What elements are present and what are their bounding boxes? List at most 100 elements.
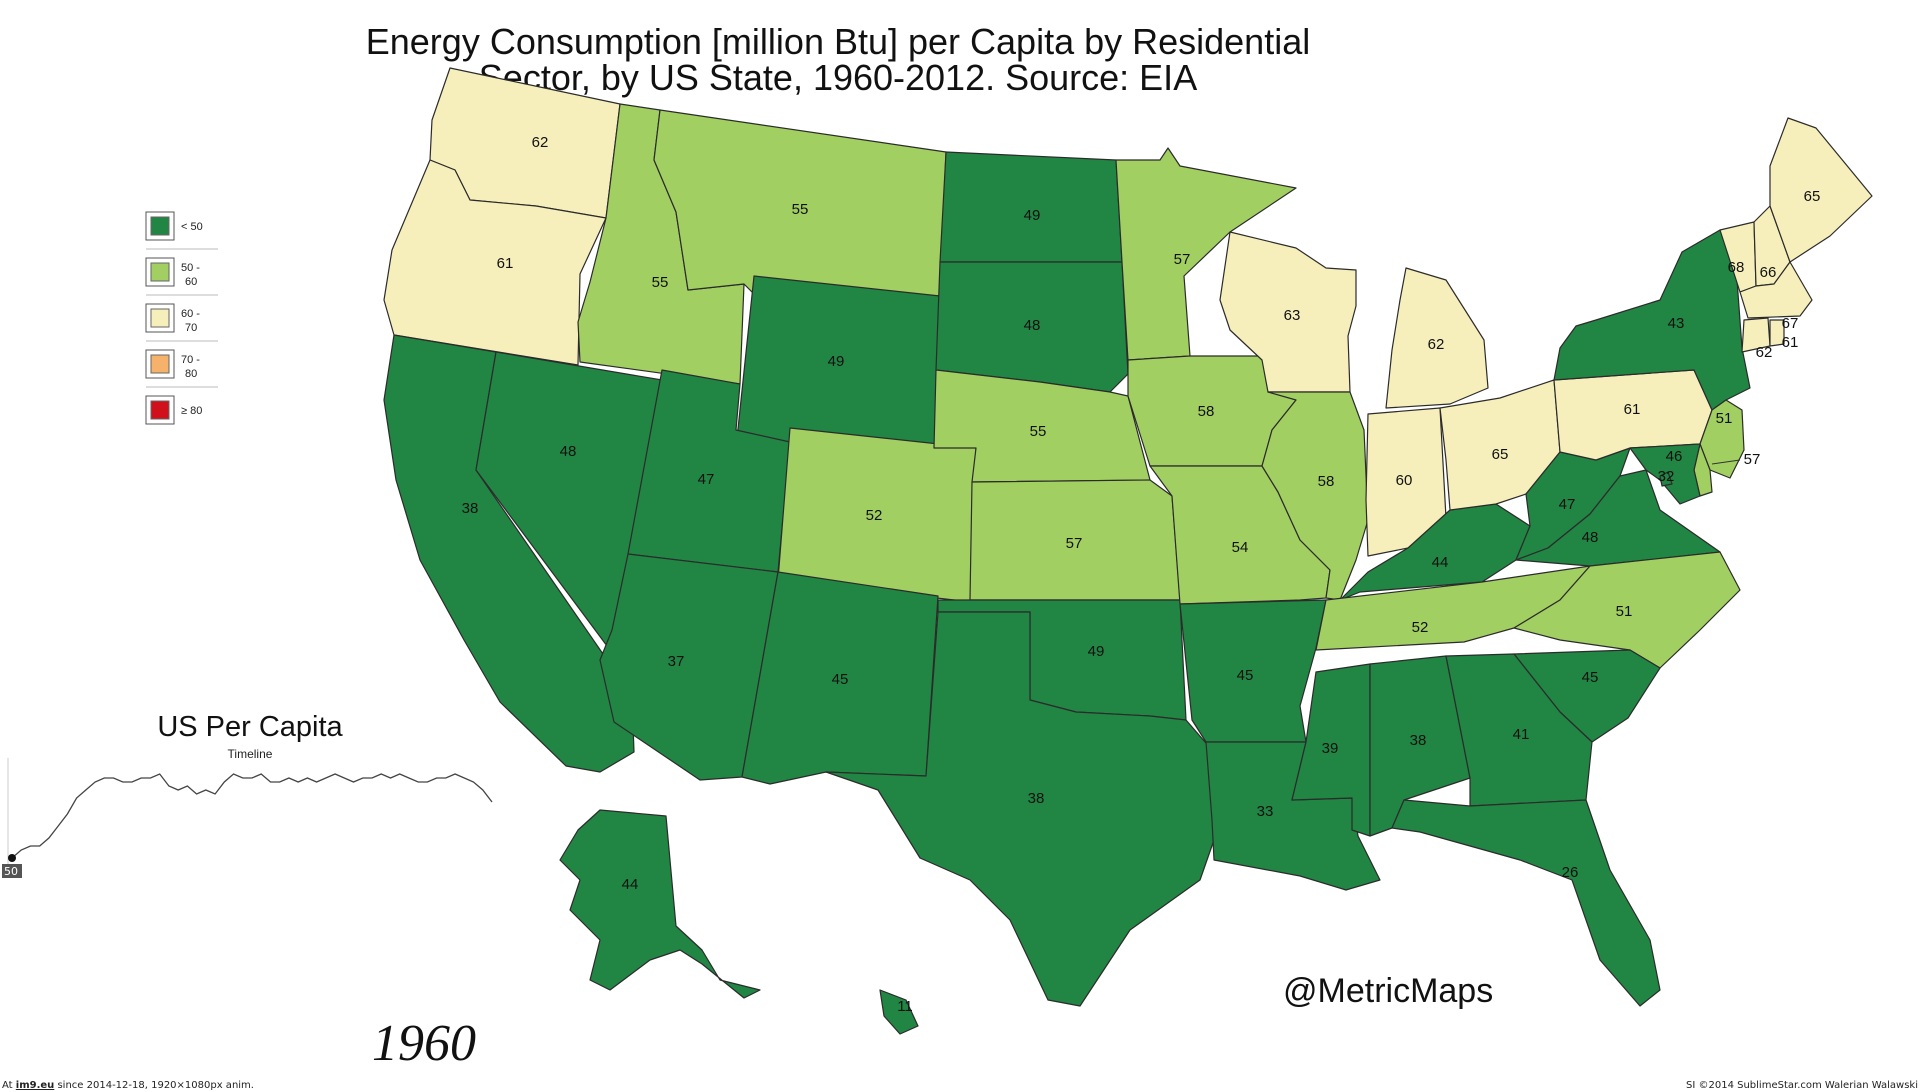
states-layer: 62 61 38 48 55 55 49 47 37 52 45 49 48 55 57 49 38 57 58 54… [383,67,1873,1035]
legend: < 50 50 - 60 60 - 70 70 - 80 ≥ 80 [145,211,218,425]
state-wi[interactable] [1219,231,1357,393]
state-dc[interactable] [1659,471,1673,487]
map-title-line-1: Energy Consumption [million Btu] per Cap… [366,21,1310,62]
state-value-fl: 26 [1562,864,1579,881]
legend-label-4: ≥ 80 [181,405,202,417]
state-ky[interactable] [1339,503,1531,601]
state-ny[interactable] [1553,229,1751,411]
state-value-or: 61 [497,255,514,272]
timeline-subtitle: Timeline [228,747,273,761]
state-value-az: 37 [668,653,685,670]
year-label: 1960 [372,1015,476,1072]
legend-label-2-3: 80 [185,368,197,380]
footer-right: SI ©2014 SublimeStar.com Walerian Walaws… [1686,1080,1918,1091]
state-value-al: 38 [1410,732,1427,749]
state-value-va: 48 [1582,529,1599,546]
footer-rest: since 2014-12-18, 1920×1080px anim. [54,1080,254,1091]
state-value-oh: 65 [1492,446,1509,463]
map-title-line-2: Sector, by US State, 1960-2012. Source: … [479,57,1197,98]
state-mi[interactable] [1385,267,1489,409]
state-me[interactable] [1769,117,1873,263]
state-value-me: 65 [1804,188,1821,205]
state-value-wy: 49 [828,353,845,370]
state-value-il: 58 [1318,473,1335,490]
state-value-tx: 38 [1028,790,1045,807]
footer-left: At im9.eu since 2014-12-18, 1920×1080px … [2,1080,254,1091]
state-value-ky: 44 [1432,554,1449,571]
state-value-nh: 66 [1760,264,1777,281]
state-value-id: 55 [652,274,669,291]
state-hi[interactable] [879,989,919,1035]
watermark-handle: @MetricMaps [1283,972,1493,1010]
footer-prefix: At [2,1080,16,1091]
state-ga[interactable] [1445,653,1593,807]
legend-swatch-4 [150,400,170,420]
state-value-ri: 61 [1782,334,1799,351]
legend-swatch-3 [150,354,170,374]
state-value-tn: 52 [1412,619,1429,636]
state-value-in: 60 [1396,472,1413,489]
legend-label-0: < 50 [181,221,203,233]
state-value-mo: 54 [1232,539,1249,556]
legend-swatch-2 [150,308,170,328]
timeline-title: US Per Capita [157,711,343,743]
legend-label-2: 60 - [181,308,200,320]
state-value-ny: 43 [1668,315,1685,332]
state-value-nj: 51 [1716,410,1733,427]
state-value-nd: 49 [1024,207,1041,224]
legend-label-1: 50 - [181,262,200,274]
state-ma[interactable] [1739,261,1813,319]
timeline-value-label: 50 [4,865,18,878]
state-value-nm: 45 [832,671,849,688]
state-or[interactable] [383,159,607,366]
state-fl[interactable] [1391,799,1661,1007]
state-value-nc: 51 [1616,603,1633,620]
state-value-dc: 32 [1658,468,1675,485]
state-value-wv: 47 [1559,496,1576,513]
state-value-ar: 45 [1237,667,1254,684]
state-value-ca: 38 [462,500,479,517]
footer-link: im9.eu [16,1080,55,1091]
legend-swatch-1 [150,262,170,282]
state-value-nv: 48 [560,443,577,460]
legend-label-3: 70 - [181,354,200,366]
state-value-mi: 62 [1428,336,1445,353]
state-value-ne: 55 [1030,423,1047,440]
state-value-sd: 48 [1024,317,1041,334]
state-value-mn: 57 [1174,251,1191,268]
state-value-ia: 58 [1198,403,1215,420]
state-value-pa: 61 [1624,401,1641,418]
state-tx[interactable] [825,611,1215,1007]
state-value-sc: 45 [1582,669,1599,686]
state-value-ks: 57 [1066,535,1083,552]
state-il[interactable] [1261,391,1369,601]
state-value-ga: 41 [1513,726,1530,743]
state-ak[interactable] [559,809,761,999]
timeline-marker[interactable] [8,854,16,862]
timeline-line [11,773,493,859]
state-value-wi: 63 [1284,307,1301,324]
timeline: US Per Capita Timeline 50 [2,711,493,878]
legend-label-2-1: 60 [185,276,197,288]
state-value-ak: 44 [622,876,639,893]
state-ms[interactable] [1291,663,1371,837]
state-value-ok: 49 [1088,643,1105,660]
state-value-de: 57 [1744,451,1761,468]
state-value-ma: 67 [1782,315,1799,332]
state-value-mt: 55 [792,201,809,218]
state-ri[interactable] [1769,319,1785,347]
state-value-ct: 62 [1756,344,1773,361]
state-value-wa: 62 [532,134,549,151]
state-value-co: 52 [866,507,883,524]
legend-swatch-0 [150,216,170,236]
state-value-hi: 11 [897,998,913,1015]
state-value-md: 46 [1666,448,1683,465]
state-value-la: 33 [1257,803,1274,820]
timeline-value-badge [2,864,22,878]
state-value-ut: 47 [698,471,715,488]
legend-label-2-2: 70 [185,322,197,334]
state-value-vt: 68 [1728,259,1745,276]
state-value-ms: 39 [1322,740,1339,757]
de-leader-line [1711,459,1741,465]
